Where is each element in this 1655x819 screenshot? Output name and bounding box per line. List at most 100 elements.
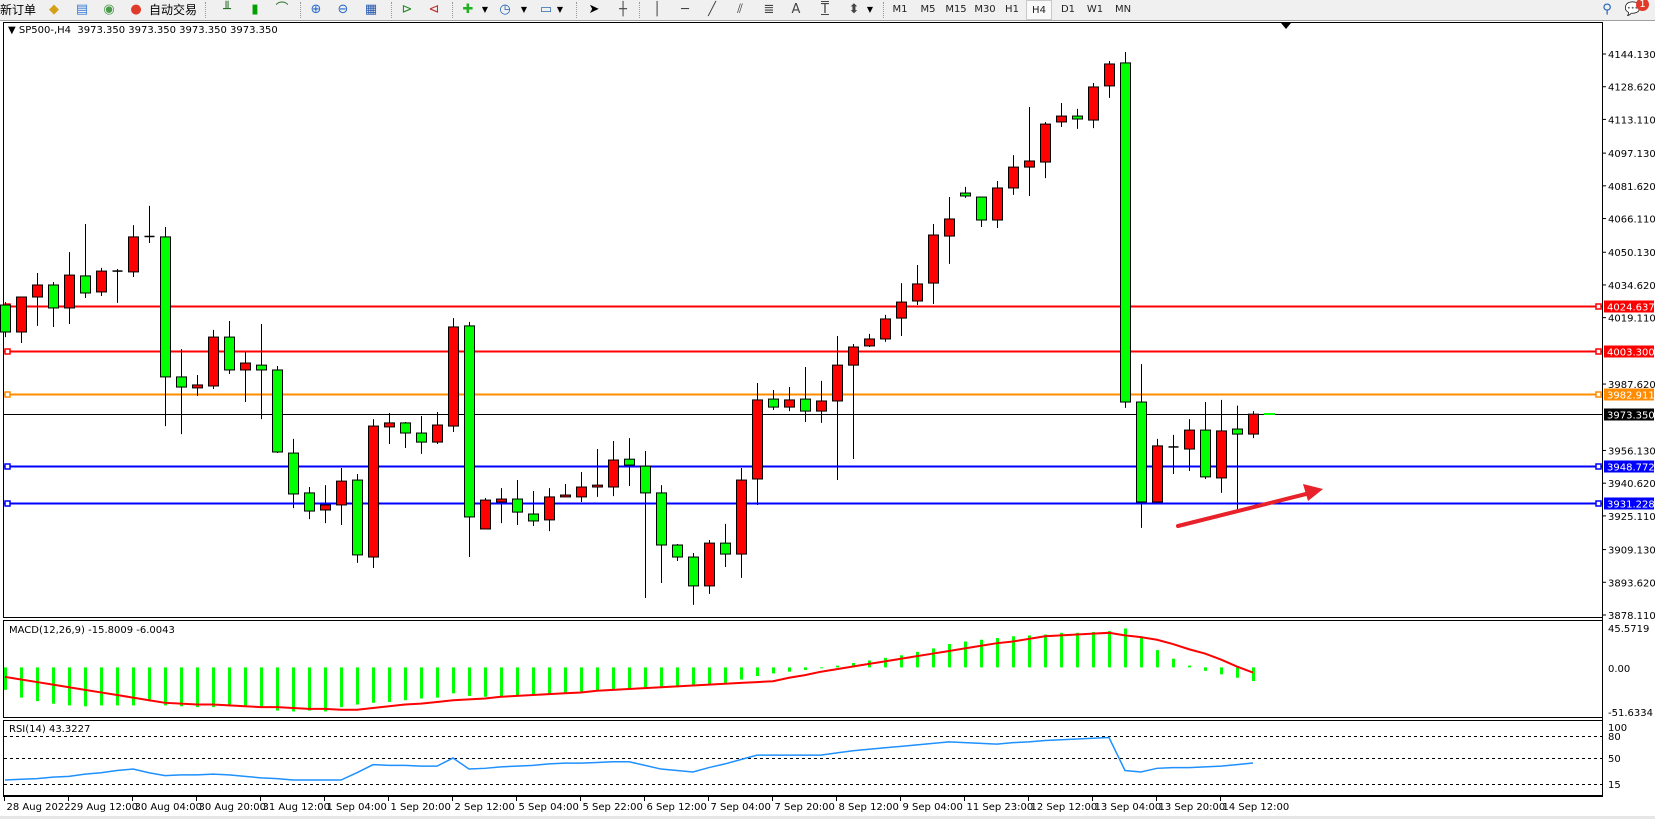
level-handle-left[interactable] [4, 463, 11, 470]
candle [912, 264, 923, 306]
candle-body [1232, 428, 1243, 435]
timeframe-m30[interactable]: M30 [974, 4, 996, 15]
timeframe-h1[interactable]: H1 [1005, 4, 1019, 15]
level-handle-left[interactable] [4, 348, 11, 355]
collapse-triangle-icon[interactable]: ▼ [8, 25, 19, 36]
equidistant-channel-icon[interactable]: ⫽ [737, 2, 743, 17]
candle-body [1184, 429, 1195, 450]
candle [1216, 399, 1227, 493]
candle-body [1008, 166, 1019, 189]
search-icon[interactable]: ⚲ [1602, 2, 1612, 17]
candle [992, 181, 1003, 229]
timeframe-d1[interactable]: D1 [1060, 4, 1076, 15]
candle-body [32, 284, 43, 298]
candle-body [80, 275, 91, 294]
timeframe-m1[interactable]: M1 [892, 4, 908, 15]
text-label-tool-icon[interactable]: T [821, 2, 829, 17]
candle-body [160, 236, 171, 378]
time-tick-label: 31 Aug 12:00 [263, 802, 330, 813]
templates-icon[interactable]: ▭ [539, 2, 553, 17]
candle [240, 352, 251, 403]
new-order-button[interactable]: 新订单 [0, 3, 37, 17]
candlestick-chart-icon[interactable]: ▮ [251, 2, 259, 17]
horizontal-line-icon[interactable]: ─ [681, 2, 689, 17]
level-handle-right[interactable] [1595, 348, 1602, 355]
rsi-axis-15: 15 [1608, 780, 1621, 791]
level-handle-right[interactable] [1595, 391, 1602, 398]
candle [624, 438, 635, 486]
chart-shift-icon[interactable]: ⊲ [428, 2, 440, 17]
chevron-down-icon[interactable]: ▼ [481, 5, 489, 14]
text-tool-icon[interactable]: A [791, 2, 801, 17]
candle-body [448, 326, 459, 427]
zoom-in-icon[interactable]: ⊕ [310, 2, 322, 17]
macd-pane[interactable] [3, 620, 1603, 718]
candle [768, 390, 779, 411]
level-handle-right[interactable] [1595, 500, 1602, 507]
auto-trading-icon[interactable]: ● [130, 2, 142, 17]
cursor-icon[interactable]: ➤ [588, 2, 600, 17]
timeframe-mn[interactable]: MN [1114, 4, 1132, 15]
candle [112, 268, 123, 303]
level-handle-left[interactable] [4, 500, 11, 507]
price-tick-label: 3909.130 [1608, 546, 1655, 557]
candle [1248, 411, 1259, 439]
candle-body [640, 465, 651, 494]
macd-axis-max: 45.5719 [1608, 624, 1649, 635]
timeframe-m5[interactable]: M5 [920, 4, 936, 15]
level-handle-right[interactable] [1595, 303, 1602, 310]
indicators-icon[interactable]: ✚ [462, 2, 474, 17]
fibonacci-icon[interactable]: ≣ [763, 2, 775, 17]
candle-body [688, 556, 699, 587]
tile-windows-icon[interactable]: ▦ [364, 2, 378, 17]
timeframe-w1[interactable]: W1 [1086, 4, 1104, 15]
candle-body [864, 338, 875, 347]
candle [720, 523, 731, 567]
vertical-line-icon[interactable]: │ [653, 2, 661, 17]
candle [752, 383, 763, 505]
candle [1008, 155, 1019, 195]
main-pane[interactable] [3, 22, 1603, 618]
price-tick-label: 4128.620 [1608, 83, 1655, 94]
candle-body [512, 498, 523, 513]
auto-trading-button[interactable]: 自动交易 [149, 3, 198, 17]
notification-badge[interactable]: 1 [1636, 0, 1649, 11]
candle [1152, 438, 1163, 503]
chart-shift-marker-icon[interactable] [1281, 23, 1291, 29]
bar-chart-icon[interactable]: ╨ [223, 2, 231, 17]
candle [352, 473, 363, 563]
candle [128, 225, 139, 277]
candle [272, 365, 283, 454]
price-tick-label: 4097.130 [1608, 149, 1655, 160]
arrows-icon[interactable]: ⬍ [848, 2, 860, 17]
time-tick-label: 30 Aug 04:00 [135, 802, 202, 813]
line-chart-icon[interactable]: ⌒ [275, 2, 289, 17]
candle [304, 487, 315, 520]
candle [1088, 82, 1099, 129]
candle [1056, 102, 1067, 128]
trendline-icon[interactable]: ╱ [708, 2, 716, 17]
time-tick-label: 5 Sep 04:00 [519, 802, 579, 813]
level-handle-right[interactable] [1595, 463, 1602, 470]
chevron-down-icon[interactable]: ▼ [520, 5, 528, 14]
signal-radio-icon[interactable]: ◉ [103, 2, 115, 17]
metaeditor-icon[interactable]: ◆ [49, 2, 59, 17]
candle [144, 205, 155, 244]
macd-indicator [4, 628, 1255, 712]
auto-scroll-icon[interactable]: ⊳ [401, 2, 413, 17]
timeframe-h4[interactable]: H4 [1026, 0, 1052, 20]
candle-body [416, 432, 427, 443]
periods-clock-icon[interactable]: ◷ [499, 2, 511, 17]
navigator-icon[interactable]: ▤ [75, 2, 89, 17]
candle [432, 411, 443, 444]
crosshair-icon[interactable]: ┼ [619, 2, 627, 17]
timeframe-m15[interactable]: M15 [945, 4, 967, 15]
chevron-down-icon[interactable]: ▼ [866, 5, 874, 14]
chevron-down-icon[interactable]: ▼ [556, 5, 564, 14]
level-handle-left[interactable] [4, 391, 11, 398]
annotation-arrow[interactable] [1176, 484, 1323, 528]
candle [1184, 419, 1195, 471]
candle [976, 196, 987, 227]
zoom-out-icon[interactable]: ⊖ [337, 2, 349, 17]
